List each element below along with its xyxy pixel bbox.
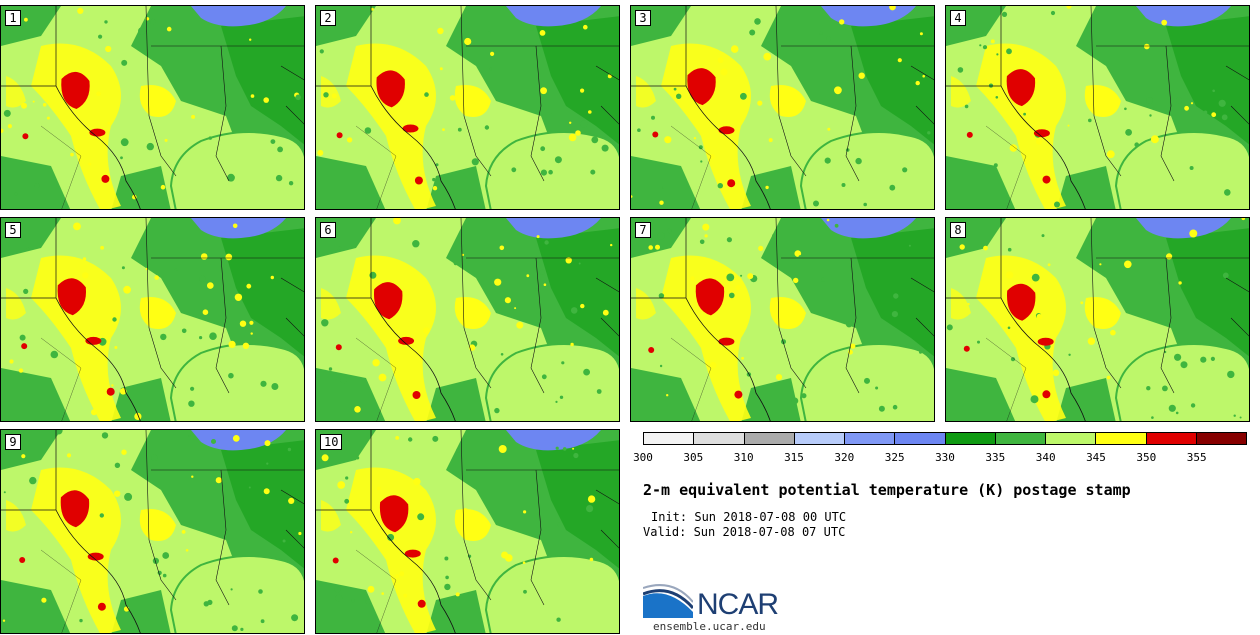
gulf-shape [799, 131, 934, 209]
gulf-shape [484, 555, 619, 633]
gulf-shape [484, 343, 619, 421]
member-map-4: 4 [945, 5, 1250, 210]
colorbar-tick-label: 315 [784, 451, 804, 464]
lake-shape [191, 218, 286, 239]
colorbar-tick-label: 325 [884, 451, 905, 464]
gulf-shape [169, 555, 304, 633]
colorbar-tick-label: 355 [1186, 451, 1207, 464]
gulf-shape [1114, 343, 1249, 421]
hot-spot [61, 71, 90, 109]
lake-shape [191, 6, 286, 27]
colorbar-tick-label: 320 [834, 451, 855, 464]
colorbar-segment [1096, 433, 1147, 444]
colorbar-segment [644, 433, 695, 444]
member-map-3: 3 [630, 5, 935, 210]
member-label: 1 [5, 10, 21, 26]
member-label: 3 [635, 10, 651, 26]
gulf-shape [1114, 131, 1249, 209]
lake-shape [506, 6, 601, 27]
member-map-1: 1 [0, 5, 305, 210]
colorbar-tick-label: 350 [1136, 451, 1157, 464]
colorbar-tick-label: 305 [683, 451, 704, 464]
colorbar-tick-label: 310 [733, 451, 754, 464]
member-label: 10 [320, 434, 343, 450]
hot-spot [374, 282, 403, 320]
lake-shape [821, 6, 916, 27]
member-map-7: 7 [630, 217, 935, 422]
figure-title: 2-m equivalent potential temperature (K)… [643, 481, 1131, 499]
hot-spot [376, 70, 405, 108]
colorbar-segment [995, 433, 1046, 444]
member-map-10: 10 [315, 429, 620, 634]
colorbar-segment [945, 433, 996, 444]
gulf-shape [169, 343, 304, 421]
lake-shape [506, 218, 601, 239]
lake-shape [506, 430, 601, 451]
website-url[interactable]: ensemble.ucar.edu [653, 620, 766, 633]
colorbar-segment [845, 433, 896, 444]
member-label: 4 [950, 10, 966, 26]
colorbar-segment [895, 433, 946, 444]
init-time: Init: Sun 2018-07-08 00 UTC [651, 510, 847, 524]
lake-shape [1136, 218, 1231, 239]
valid-time: Valid: Sun 2018-07-08 07 UTC [643, 525, 846, 539]
member-label: 8 [950, 222, 966, 238]
hot-spot [1006, 283, 1036, 321]
member-label: 9 [5, 434, 21, 450]
member-map-6: 6 [315, 217, 620, 422]
colorbar-tick-label: 340 [1035, 451, 1056, 464]
colorbar-tick-label: 345 [1086, 451, 1106, 464]
colorbar-tick-label: 330 [935, 451, 955, 464]
member-map-8: 8 [945, 217, 1250, 422]
lake-shape [821, 218, 916, 239]
colorbar [643, 432, 1247, 445]
colorbar-segment [694, 433, 745, 444]
member-label: 6 [320, 222, 336, 238]
colorbar-segment [1046, 433, 1097, 444]
member-map-5: 5 [0, 217, 305, 422]
colorbar-segment [744, 433, 795, 444]
hot-spot [57, 278, 87, 316]
hot-spot [1006, 69, 1036, 107]
member-label: 5 [5, 222, 21, 238]
gulf-shape [169, 131, 304, 209]
member-label: 2 [320, 10, 336, 26]
member-label: 7 [635, 222, 651, 238]
ncar-logo-icon [643, 584, 693, 618]
colorbar-tick-label: 335 [985, 451, 1006, 464]
member-map-2: 2 [315, 5, 620, 210]
ncar-logo-text: NCAR [697, 588, 779, 621]
hot-spot [60, 490, 90, 528]
colorbar-segment [1196, 433, 1246, 444]
hot-spot [695, 278, 725, 316]
hot-spot [379, 495, 409, 533]
lake-shape [1136, 6, 1231, 27]
hot-spot [687, 68, 716, 106]
member-map-9: 9 [0, 429, 305, 634]
colorbar-tick-label: 300 [633, 451, 653, 464]
colorbar-segment [1146, 433, 1197, 444]
colorbar-segment [794, 433, 845, 444]
gulf-shape [484, 131, 619, 209]
